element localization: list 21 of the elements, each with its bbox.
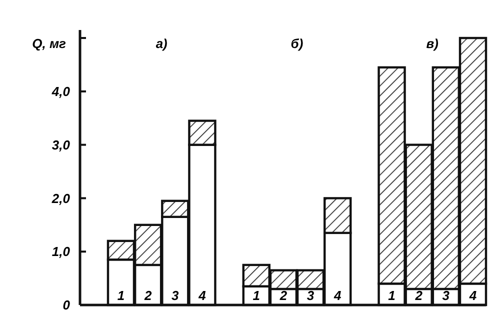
annotation: б) [290,36,304,51]
x-tick-label: 3 [442,288,450,303]
x-tick-label: 4 [198,288,207,303]
x-tick-label: 2 [278,288,288,303]
x-tick-label: 1 [388,288,396,303]
x-tick-label: 1 [117,288,125,303]
x-tick-label: 3 [306,288,315,303]
y-tick-label: 1,0 [52,244,71,260]
y-tick-label: 3,0 [52,137,71,152]
x-tick-label: 4 [468,288,478,303]
x-tick-label: 4 [333,288,342,303]
y-tick-label: 4,0 [50,84,71,99]
x-tick-label: 2 [414,288,424,303]
y-tick-label: 2,0 [50,190,71,206]
annotation: а) [156,36,168,51]
x-tick-label: 1 [252,288,260,303]
annotation: в) [426,36,438,51]
x-tick-label: 3 [172,288,180,303]
y-axis-title: Q, мг [32,36,66,51]
y-tick-label: 0 [62,298,71,313]
x-tick-label: 2 [143,288,152,303]
